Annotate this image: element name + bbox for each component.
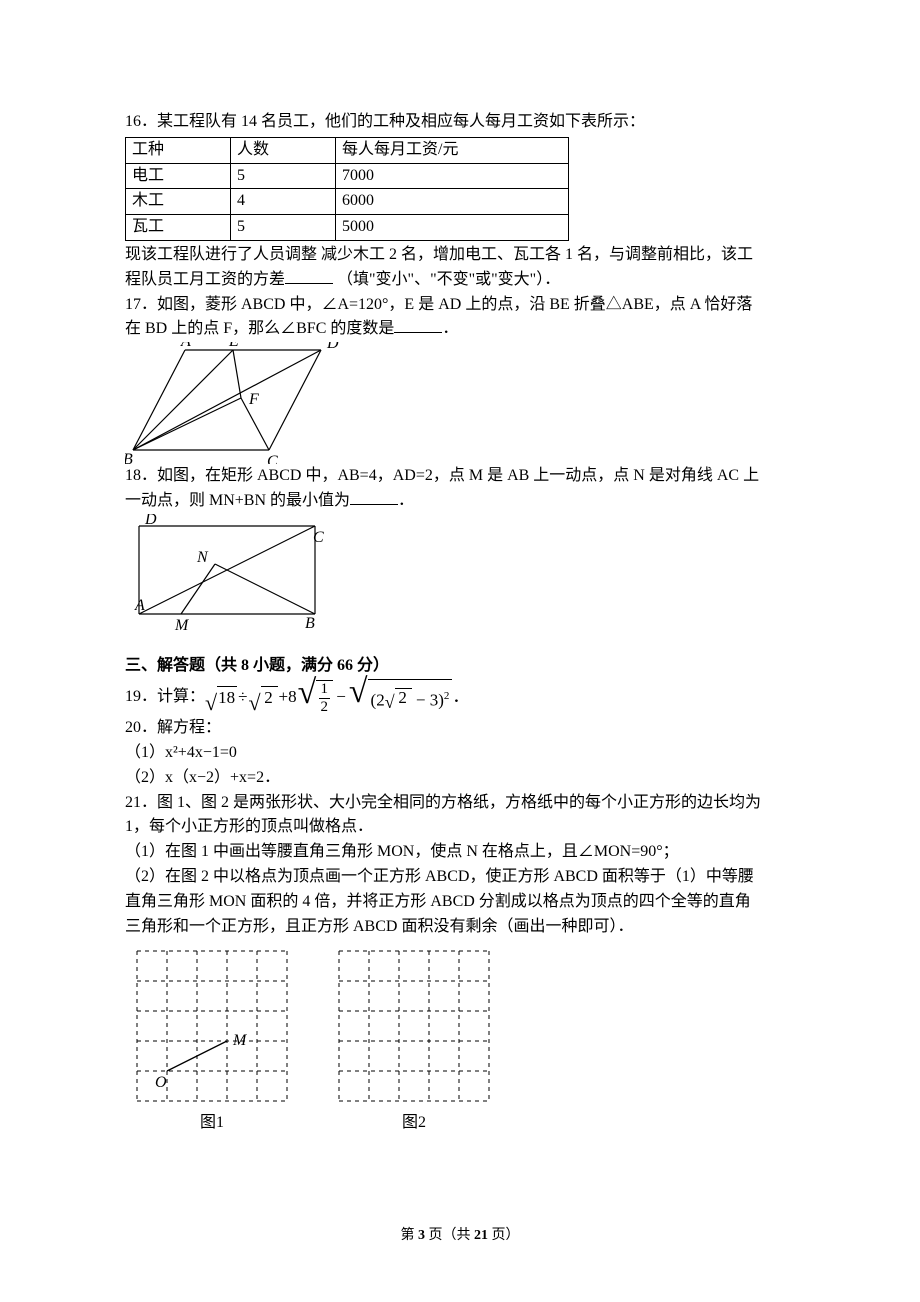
d-const: 3 (430, 690, 439, 709)
svg-text:B: B (305, 615, 315, 632)
q18-line2-post: ． (398, 492, 414, 509)
q20-head: 20．解方程： (125, 716, 795, 741)
svg-text:B: B (125, 451, 133, 464)
grid2-box: 图2 (331, 943, 497, 1136)
cell: 5000 (336, 215, 569, 241)
q17-figure: A E D B C F (125, 342, 343, 464)
cell: 5 (231, 215, 336, 241)
svg-text:O: O (155, 1074, 167, 1091)
q21-l6: 三角形和一个正方形，且正方形 ABCD 面积没有剩余（画出一种即可）． (125, 915, 795, 940)
table-row: 瓦工 5 5000 (126, 215, 569, 241)
q16-body1: 现该工程队进行了人员调整 减少木工 2 名，增加电工、瓦工各 1 名，与调整前相… (125, 243, 795, 268)
radicand-b: 2 (261, 686, 278, 709)
fill-blank (350, 490, 398, 505)
page-footer: 第 3 页（共 21 页） (0, 1225, 920, 1247)
q17-line2: 在 BD 上的点 F，那么∠BFC 的度数是 ． (125, 317, 795, 342)
q20-item1: （1）x²+4x−1=0 (125, 741, 795, 766)
cell: 木工 (126, 189, 231, 215)
q16-body2-pre: 程队员工月工资的方差 (125, 271, 285, 288)
q17-line1: 17．如图，菱形 ABCD 中，∠A=120°，E 是 AD 上的点，沿 BE … (125, 293, 795, 318)
radicand-d-inner: 2 (395, 688, 412, 707)
svg-text:M: M (232, 1032, 248, 1049)
footer-total: 21 (474, 1228, 488, 1243)
sqrt-icon: √ 1 2 (298, 680, 334, 715)
cell: 4 (231, 189, 336, 215)
q18-line1: 18．如图，在矩形 ABCD 中，AB=4，AD=2，点 M 是 AB 上一动点… (125, 464, 795, 489)
fill-blank (285, 269, 333, 284)
q21-l5: 直角三角形 MON 面积的 4 倍，并将正方形 ABCD 分割成以格点为顶点的四… (125, 890, 795, 915)
grid1: OM (129, 943, 295, 1109)
fill-blank (394, 318, 442, 333)
q19-expression: √18 ÷ √2 +8 √ 1 2 − √ (2√2 − 3)2 ． (205, 679, 469, 717)
sqrt-icon: √18 (205, 686, 237, 709)
q16-table: 工种 人数 每人每月工资/元 电工 5 7000 木工 4 6000 瓦工 5 … (125, 137, 569, 241)
footer-pre: 第 (401, 1228, 419, 1243)
q21-l4: （2）在图 2 中以格点为顶点画一个正方形 ABCD，使正方形 ABCD 面积等… (125, 865, 795, 890)
footer-post: 页） (488, 1228, 520, 1243)
grid1-box: OM 图1 (129, 943, 295, 1136)
th-wage: 每人每月工资/元 (336, 137, 569, 163)
q16-intro-text: 16．某工程队有 14 名员工，他们的工种及相应每人每月工资如下表所示： (125, 113, 645, 130)
q17-line2-pre: 在 BD 上的点 F，那么∠BFC 的度数是 (125, 320, 394, 337)
radicand-d: (2√2 − 3)2 (368, 679, 453, 717)
fraction: 1 2 (319, 682, 331, 715)
th-count: 人数 (231, 137, 336, 163)
footer-mid: 页（共 (425, 1228, 474, 1243)
q21-grids: OM 图1 图2 (129, 943, 795, 1136)
footer-page: 3 (418, 1228, 425, 1243)
cell: 5 (231, 163, 336, 189)
q19-prefix: 19．计算： (125, 685, 205, 710)
q16-body2: 程队员工月工资的方差 （填"变小"、"不变"或"变大"）． (125, 268, 795, 293)
q21-l1: 21．图 1、图 2 是两张形状、大小完全相同的方格纸，方格纸中的每个小正方形的… (125, 791, 795, 816)
svg-text:M: M (174, 617, 190, 634)
cell: 6000 (336, 189, 569, 215)
q18-line2-pre: 一动点，则 MN+BN 的最小值为 (125, 492, 350, 509)
sqrt-icon: √ (2√2 − 3)2 (349, 679, 453, 717)
grid2 (331, 943, 497, 1109)
q18-figure: D C A B M N (125, 514, 335, 636)
svg-text:F: F (248, 391, 259, 408)
sqrt-icon: √2 (385, 688, 412, 710)
grid1-label: 图1 (129, 1111, 295, 1136)
d-exp: 2 (444, 690, 450, 702)
svg-text:D: D (326, 342, 339, 352)
q16-intro: 16．某工程队有 14 名员工，他们的工种及相应每人每月工资如下表所示： (125, 110, 795, 135)
svg-text:E: E (228, 342, 239, 350)
cell: 7000 (336, 163, 569, 189)
table-header-row: 工种 人数 每人每月工资/元 (126, 137, 569, 163)
svg-text:C: C (267, 453, 278, 464)
svg-text:C: C (313, 529, 324, 546)
section3-title: 三、解答题（共 8 小题，满分 66 分） (125, 654, 795, 679)
grid2-label: 图2 (331, 1111, 497, 1136)
radicand-c: 1 2 (316, 680, 333, 715)
q19: 19．计算： √18 ÷ √2 +8 √ 1 2 − √ (2√2 − 3)2 … (125, 679, 795, 717)
th-jobtype: 工种 (126, 137, 231, 163)
q20-item2: （2）x（x−2）+x=2． (125, 766, 795, 791)
table-row: 木工 4 6000 (126, 189, 569, 215)
frac-num: 1 (319, 682, 331, 698)
q21-l2: 1，每个小正方形的顶点叫做格点． (125, 815, 795, 840)
cell: 瓦工 (126, 215, 231, 241)
sqrt-icon: √2 (248, 686, 277, 709)
table-row: 电工 5 7000 (126, 163, 569, 189)
q21-l3: （1）在图 1 中画出等腰直角三角形 MON，使点 N 在格点上，且∠MON=9… (125, 840, 795, 865)
q17-line2-post: ． (442, 320, 458, 337)
radicand-a: 18 (217, 686, 237, 709)
svg-text:N: N (196, 549, 209, 566)
cell: 电工 (126, 163, 231, 189)
svg-text:D: D (144, 514, 157, 528)
q16-body2-post: （填"变小"、"不变"或"变大"）． (337, 271, 560, 288)
svg-text:A: A (134, 597, 145, 614)
q18-line2: 一动点，则 MN+BN 的最小值为 ． (125, 489, 795, 514)
svg-text:A: A (180, 342, 191, 350)
frac-den: 2 (319, 698, 331, 715)
